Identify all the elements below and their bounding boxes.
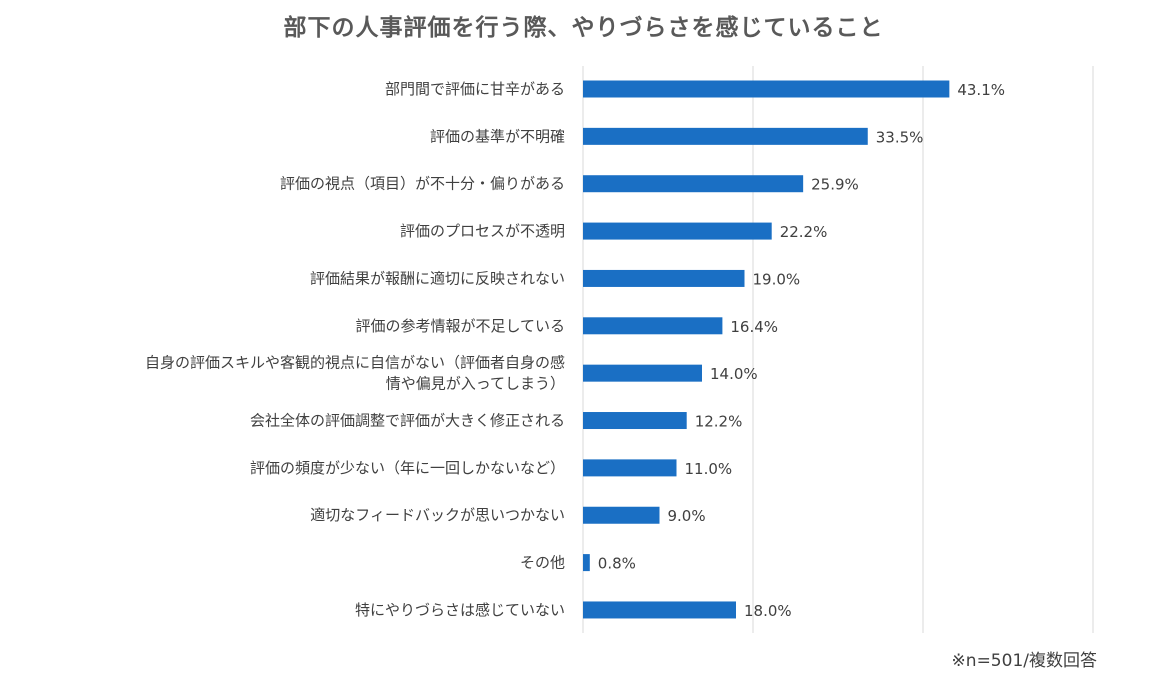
category-label-1: 評価の基準が不明確 bbox=[430, 127, 565, 145]
category-label-7: 会社全体の評価調整で評価が大きく修正される bbox=[250, 412, 565, 430]
data-label-6: 14.0% bbox=[710, 365, 758, 383]
category-label-0: 部門間で評価に甘辛がある bbox=[385, 80, 565, 98]
data-label-7: 12.2% bbox=[695, 413, 743, 431]
bar-10 bbox=[583, 554, 590, 572]
category-label-9: 適切なフィードバックが思いつかない bbox=[310, 506, 565, 524]
data-label-8: 11.0% bbox=[685, 460, 733, 478]
data-label-0: 43.1% bbox=[957, 81, 1005, 99]
bar-0 bbox=[583, 80, 950, 98]
category-label-10: その他 bbox=[520, 554, 565, 572]
category-label-4: 評価結果が報酬に適切に反映されない bbox=[310, 269, 565, 287]
data-label-11: 18.0% bbox=[744, 602, 792, 620]
category-label-6-line-0: 自身の評価スキルや客観的視点に自信がない（評価者自身の感 bbox=[145, 354, 565, 372]
bar-4 bbox=[583, 269, 745, 287]
category-label-6-line-1: 情や偏見が入ってしまう） bbox=[386, 375, 565, 393]
data-label-1: 33.5% bbox=[876, 128, 924, 146]
sample-note: ※n=501/複数回答 bbox=[951, 651, 1097, 671]
data-label-2: 25.9% bbox=[811, 176, 859, 194]
bar-8 bbox=[583, 459, 677, 477]
category-label-5: 評価の参考情報が不足している bbox=[355, 317, 565, 335]
category-labels: 部門間で評価に甘辛がある評価の基準が不明確評価の視点（項目）が不十分・偏りがある… bbox=[145, 80, 565, 619]
bar-2 bbox=[583, 175, 804, 193]
category-label-2: 評価の視点（項目）が不十分・偏りがある bbox=[280, 175, 565, 193]
data-labels: 43.1% 33.5% 25.9% 22.2% 19.0% 16.4% 14.0% 12.2%… bbox=[598, 81, 1005, 620]
category-label-11: 特にやりづらさは感じていない bbox=[355, 601, 565, 619]
data-label-4: 19.0% bbox=[753, 270, 801, 288]
data-label-10: 0.8% bbox=[598, 555, 636, 573]
bar-5 bbox=[583, 317, 723, 335]
data-label-3: 22.2% bbox=[780, 223, 828, 241]
data-label-5: 16.4% bbox=[730, 318, 778, 336]
bar-6 bbox=[583, 364, 702, 382]
gridlines bbox=[582, 66, 1094, 633]
bars bbox=[583, 80, 950, 619]
category-label-8: 評価の頻度が少ない（年に一回しかないなど） bbox=[250, 459, 565, 477]
bar-9 bbox=[583, 506, 660, 524]
chart-title: 部下の人事評価を行う際、やりづらさを感じていること bbox=[283, 15, 884, 41]
data-label-9: 9.0% bbox=[668, 507, 706, 525]
bar-11 bbox=[583, 601, 736, 619]
bar-1 bbox=[583, 127, 868, 145]
bar-7 bbox=[583, 412, 687, 430]
category-label-3: 評価のプロセスが不透明 bbox=[400, 222, 565, 240]
bar-3 bbox=[583, 222, 772, 240]
